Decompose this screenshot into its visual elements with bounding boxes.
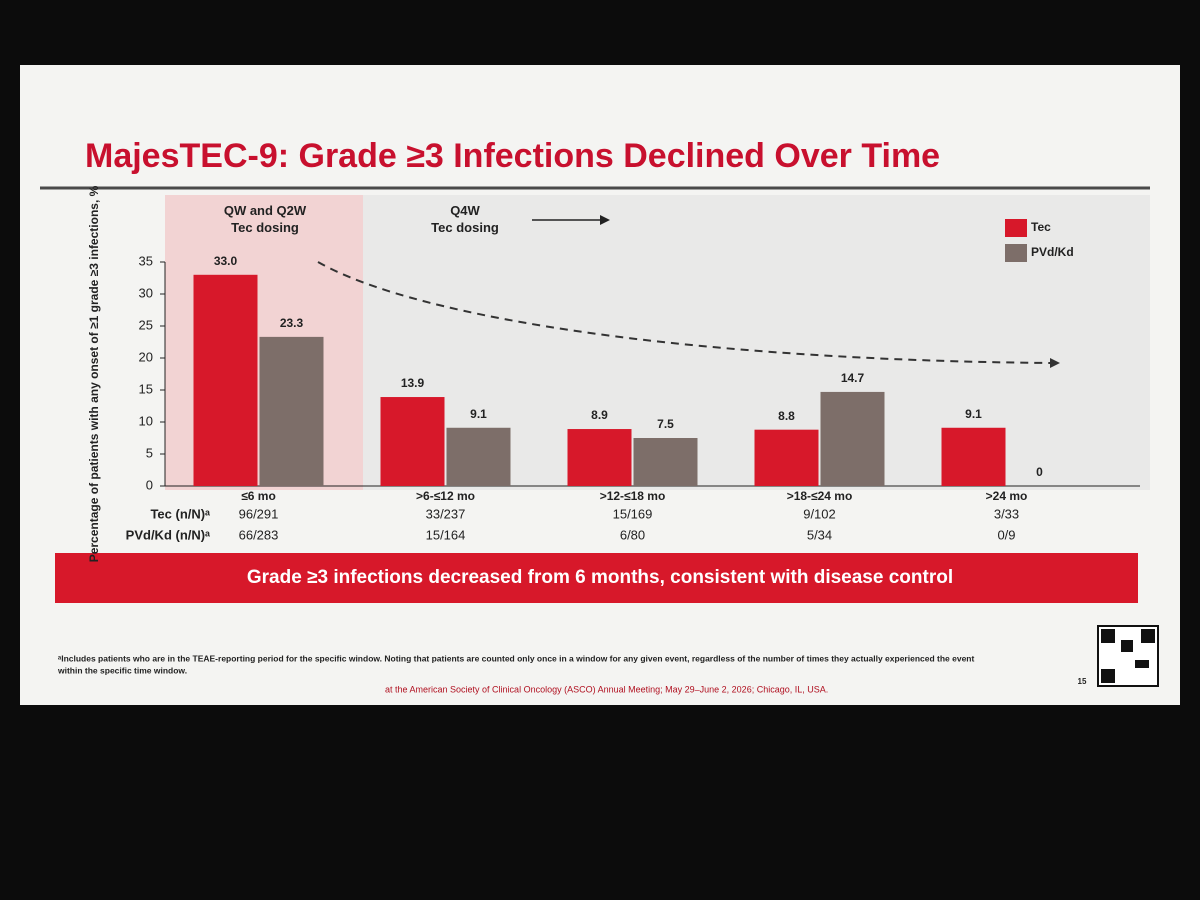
x-tick-label: >6-≤12 mo xyxy=(416,489,475,503)
trend-arrow-head xyxy=(1050,358,1060,368)
y-axis-label: Percentage of patients with any onset of… xyxy=(87,185,101,562)
value-label: 23.3 xyxy=(280,316,304,330)
value-label: 8.9 xyxy=(591,408,608,422)
y-tick-label: 25 xyxy=(139,317,153,332)
y-tick-label: 15 xyxy=(139,381,153,396)
sample-size: 96/291 xyxy=(239,506,279,521)
footnote: within the specific time window. xyxy=(57,665,187,675)
bar xyxy=(193,274,258,486)
sample-size: 5/34 xyxy=(807,527,832,542)
banner xyxy=(55,553,1138,603)
arrow-head xyxy=(600,215,610,225)
legend-label: Tec xyxy=(1031,220,1051,234)
value-label: 0 xyxy=(1036,465,1043,479)
y-tick-label: 10 xyxy=(139,413,153,428)
sample-size: 3/33 xyxy=(994,506,1019,521)
value-label: 9.1 xyxy=(965,407,982,421)
bar xyxy=(941,427,1006,486)
value-label: 14.7 xyxy=(841,371,865,385)
bar xyxy=(567,429,632,486)
qr-code xyxy=(1097,625,1159,687)
bar xyxy=(820,391,885,486)
x-tick-label: >12-≤18 mo xyxy=(600,489,666,503)
row-label: Tec (n/N)ᵃ xyxy=(150,506,210,521)
annotation: QW and Q2W Tec dosing xyxy=(224,203,307,235)
slide-title: MajesTEC-9: Grade ≥3 Infections Declined… xyxy=(85,137,940,175)
bar xyxy=(380,397,445,486)
y-tick-label: 30 xyxy=(139,285,153,300)
value-label: 7.5 xyxy=(657,417,674,431)
banner-text: Grade ≥3 infections decreased from 6 mon… xyxy=(247,567,953,588)
sample-size: 33/237 xyxy=(426,506,466,521)
x-tick-label: >18-≤24 mo xyxy=(787,489,853,503)
legend-swatch xyxy=(1005,244,1027,262)
legend-swatch xyxy=(1005,219,1027,237)
x-tick-label: ≤6 mo xyxy=(241,489,276,503)
y-tick-label: 35 xyxy=(139,253,153,268)
citation: at the American Society of Clinical Onco… xyxy=(385,684,828,694)
sample-size: 0/9 xyxy=(997,527,1015,542)
value-label: 9.1 xyxy=(470,407,487,421)
bar xyxy=(446,427,511,486)
bar xyxy=(633,438,698,486)
page-number: 15 xyxy=(1078,677,1087,686)
bar xyxy=(754,429,819,486)
y-tick-label: 5 xyxy=(146,445,153,460)
bar xyxy=(259,336,324,486)
sample-size: 15/164 xyxy=(426,527,466,542)
y-tick-label: 0 xyxy=(146,477,153,492)
sample-size: 6/80 xyxy=(620,527,645,542)
row-label: PVd/Kd (n/N)ᵃ xyxy=(126,527,210,542)
footnote: ᵃIncludes patients who are in the TEAE-r… xyxy=(58,653,975,663)
trend-curve xyxy=(317,261,1051,364)
x-tick-label: >24 mo xyxy=(986,489,1028,503)
annotation: Q4W Tec dosing xyxy=(431,203,499,235)
y-tick-label: 20 xyxy=(139,349,153,364)
value-label: 33.0 xyxy=(214,254,238,268)
legend-label: PVd/Kd xyxy=(1031,245,1074,259)
value-label: 8.8 xyxy=(778,409,795,423)
sample-size: 9/102 xyxy=(803,506,836,521)
sample-size: 66/283 xyxy=(239,527,279,542)
value-label: 13.9 xyxy=(401,376,425,390)
sample-size: 15/169 xyxy=(613,506,653,521)
